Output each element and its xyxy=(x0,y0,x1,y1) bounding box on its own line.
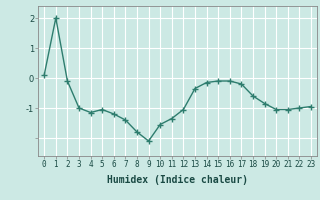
X-axis label: Humidex (Indice chaleur): Humidex (Indice chaleur) xyxy=(107,175,248,185)
